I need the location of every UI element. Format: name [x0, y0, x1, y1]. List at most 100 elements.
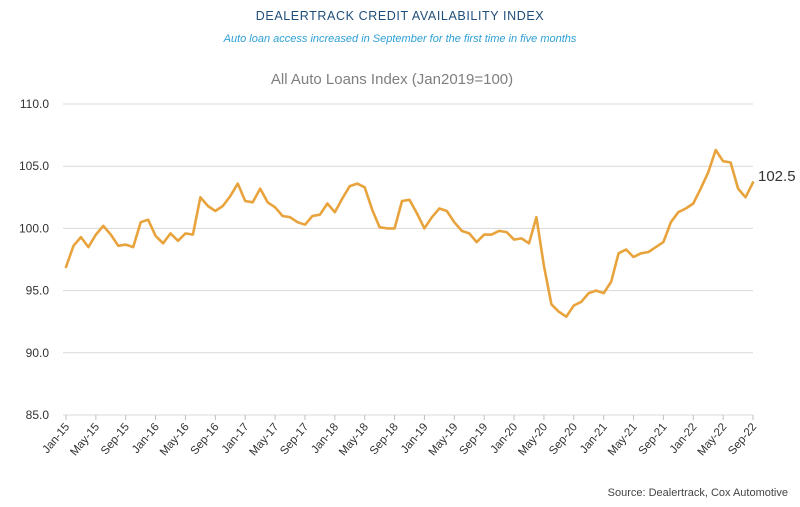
data-point — [251, 201, 254, 204]
data-point — [707, 171, 709, 174]
data-point — [632, 256, 635, 258]
data-point — [259, 187, 261, 190]
data-point — [363, 186, 366, 189]
data-point — [483, 233, 485, 236]
data-point — [311, 215, 314, 217]
data-point — [610, 281, 612, 283]
x-tick-label: Sep-22 — [726, 421, 759, 457]
data-point — [505, 231, 508, 233]
data-point — [371, 208, 373, 211]
data-point — [393, 227, 396, 230]
data-point — [587, 292, 590, 294]
x-tick-label: May-17 — [248, 421, 282, 458]
data-point — [80, 236, 82, 238]
data-point — [341, 197, 344, 200]
data-point — [214, 210, 217, 212]
x-tick-label: May-21 — [606, 421, 640, 458]
data-point — [229, 195, 232, 197]
data-point — [431, 216, 433, 219]
data-point — [625, 248, 627, 251]
data-point — [281, 215, 284, 217]
x-tick-label: Sep-20 — [547, 421, 580, 457]
x-tick-label: May-20 — [516, 421, 550, 458]
x-tick-label: Sep-17 — [278, 421, 311, 457]
data-point — [520, 237, 523, 240]
data-point — [580, 300, 583, 303]
x-tick-label: Sep-15 — [99, 421, 132, 457]
data-point — [319, 213, 321, 216]
data-point — [490, 233, 493, 236]
x-tick-label: Sep-16 — [189, 421, 222, 457]
chart-header-subtitle: Auto loan access increased in September … — [223, 33, 577, 45]
data-point — [87, 246, 90, 248]
data-point — [296, 221, 299, 223]
data-point — [401, 200, 403, 202]
data-point — [147, 218, 149, 221]
y-tick-label: 90.0 — [26, 346, 50, 360]
data-point — [460, 230, 463, 232]
data-point — [169, 232, 172, 235]
data-point — [416, 212, 418, 215]
data-point — [236, 182, 239, 185]
data-point — [117, 245, 120, 247]
data-point — [670, 221, 672, 223]
data-point — [266, 201, 269, 204]
data-point — [438, 207, 441, 210]
gridlines — [63, 103, 753, 416]
data-point — [543, 264, 545, 267]
data-point — [124, 243, 127, 246]
data-point — [617, 252, 620, 255]
y-tick-label: 110.0 — [20, 97, 49, 111]
x-tick-label: Sep-21 — [637, 421, 670, 457]
x-axis: Jan-15May-15Sep-15Jan-16May-16Sep-16Jan-… — [40, 415, 759, 458]
data-point — [528, 242, 530, 245]
x-tick-label: Sep-19 — [457, 421, 490, 457]
data-point — [744, 196, 747, 199]
data-point — [595, 289, 597, 292]
data-point — [334, 211, 336, 214]
data-point — [192, 233, 194, 236]
data-point — [102, 225, 105, 227]
data-point — [446, 210, 448, 212]
data-point — [453, 221, 456, 223]
data-point — [684, 207, 687, 210]
data-point — [752, 181, 754, 184]
data-point — [184, 232, 187, 235]
data-point — [498, 230, 500, 232]
x-tick-label: May-15 — [68, 421, 102, 458]
data-point — [326, 202, 329, 205]
data-point — [244, 200, 247, 202]
data-point — [207, 205, 209, 207]
chart-header-title: DEALERTRACK CREDIT AVAILABILITY INDEX — [255, 9, 545, 23]
y-tick-label: 95.0 — [26, 284, 50, 298]
data-point — [72, 245, 75, 247]
data-point — [132, 246, 135, 248]
y-tick-label: 100.0 — [19, 221, 49, 235]
data-point — [647, 251, 650, 253]
x-tick-label: May-16 — [158, 421, 192, 458]
data-point — [154, 235, 157, 237]
data-point — [386, 227, 388, 230]
y-axis: 85.0 90.0 95.0 100.0 105.0 110.0 — [19, 97, 49, 422]
x-tick-label: Sep-18 — [368, 421, 401, 457]
data-point — [572, 304, 575, 307]
x-tick-label: May-19 — [427, 421, 461, 458]
data-point — [699, 187, 702, 190]
y-tick-label: 85.0 — [26, 408, 50, 422]
data-point — [468, 232, 471, 235]
data-point — [356, 182, 359, 185]
data-point — [304, 223, 306, 226]
data-point — [408, 198, 411, 201]
series-line — [64, 148, 755, 319]
data-point — [110, 233, 112, 236]
end-value-label: 102.5 — [758, 168, 796, 185]
data-point — [139, 221, 142, 223]
source-note: Source: Dealertrack, Cox Automotive — [607, 487, 788, 499]
data-point — [662, 241, 665, 243]
data-point — [95, 233, 97, 236]
data-point — [378, 226, 381, 228]
data-point — [550, 303, 553, 306]
data-point — [558, 310, 560, 313]
data-point — [475, 241, 478, 243]
